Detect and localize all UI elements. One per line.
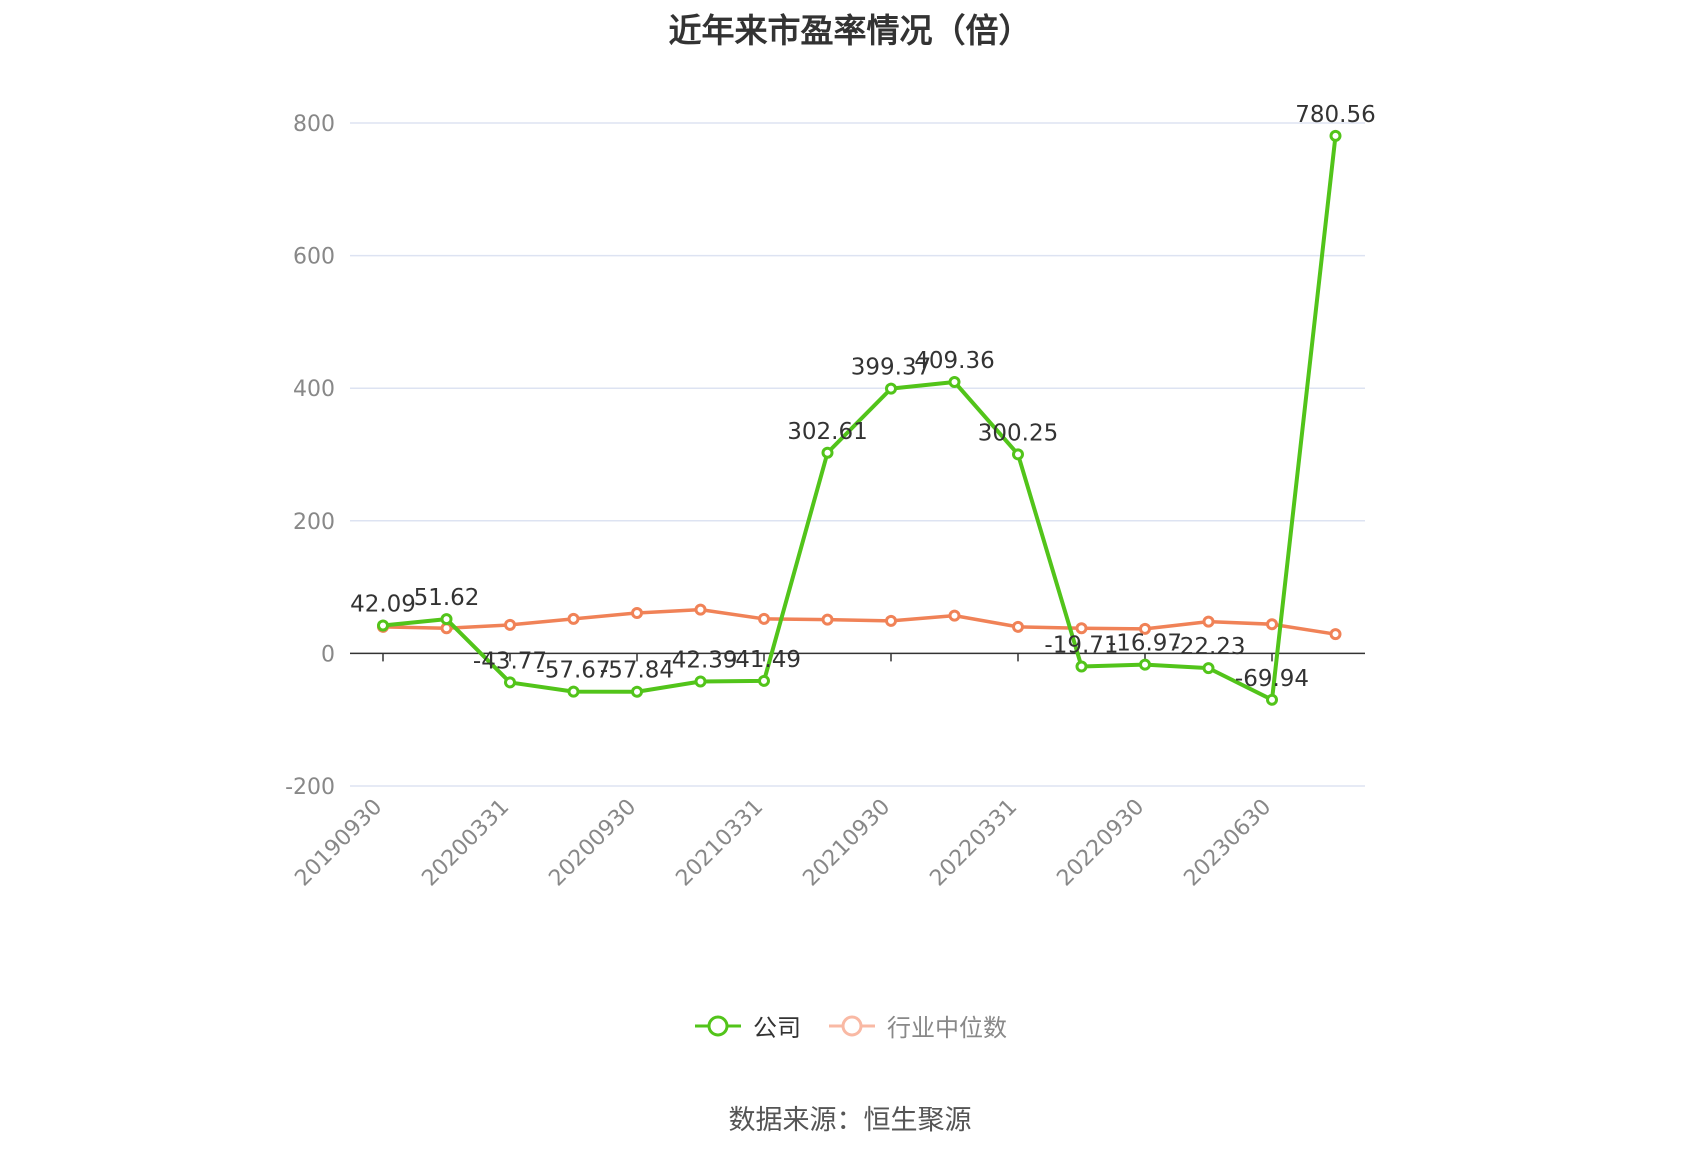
company-data-label: 300.25 bbox=[978, 420, 1058, 446]
legend-item-company[interactable]: 公司 bbox=[693, 1008, 801, 1043]
y-tick-label: 200 bbox=[293, 510, 335, 535]
industry-point bbox=[758, 612, 770, 625]
company-point bbox=[1075, 660, 1088, 673]
industry-point bbox=[631, 606, 643, 619]
company-point bbox=[948, 375, 961, 388]
company-data-label: -41.49 bbox=[727, 647, 801, 673]
y-axis-labels: -200 0 200 400 600 800 bbox=[285, 112, 335, 800]
x-axis-labels: 20190930 20200331 20200930 20210331 20210930… bbox=[290, 795, 1276, 892]
industry-point bbox=[948, 609, 961, 622]
industry-point bbox=[1012, 620, 1024, 633]
legend-company-label: 公司 bbox=[753, 1014, 801, 1042]
company-data-label: 399.37 bbox=[851, 355, 931, 381]
industry-point bbox=[1266, 618, 1278, 631]
company-data-label: -22.23 bbox=[1171, 634, 1245, 660]
legend-industry-marker bbox=[829, 1015, 875, 1036]
industry-point bbox=[1139, 622, 1151, 635]
x-tick-label: 20210331 bbox=[671, 795, 768, 892]
company-data-label: -57.67 bbox=[536, 658, 610, 684]
series-lines bbox=[377, 129, 1342, 706]
company-point bbox=[694, 675, 707, 688]
y-tick-label: -200 bbox=[285, 775, 335, 800]
x-tick-label: 20220331 bbox=[925, 795, 1022, 892]
chart-plot: -200 0 200 400 600 800 20190930 20200331 202009… bbox=[285, 102, 1376, 892]
company-data-label: 302.61 bbox=[787, 419, 867, 445]
x-axis bbox=[350, 652, 1365, 662]
company-data-label: 409.36 bbox=[914, 348, 994, 374]
company-point bbox=[1329, 129, 1342, 142]
data-source: 数据来源：恒生聚源 bbox=[728, 1105, 972, 1136]
company-point bbox=[1266, 693, 1278, 706]
company-data-label: 780.56 bbox=[1295, 102, 1375, 128]
company-data-label: -19.71 bbox=[1044, 632, 1118, 658]
chart-title: 近年来市盈率情况（倍） bbox=[668, 11, 1032, 50]
company-point bbox=[631, 685, 643, 698]
legend-item-industry[interactable]: 行业中位数 bbox=[827, 1008, 1007, 1043]
company-data-label: 42.09 bbox=[350, 591, 416, 617]
x-tick-label: 20220930 bbox=[1052, 795, 1149, 892]
company-data-label: -57.84 bbox=[600, 658, 674, 684]
grid-lines bbox=[350, 122, 1365, 787]
industry-point bbox=[1202, 615, 1215, 628]
y-tick-label: 0 bbox=[321, 642, 335, 667]
industry-point bbox=[1329, 628, 1342, 641]
industry-point bbox=[694, 603, 707, 616]
company-data-label: -43.77 bbox=[473, 648, 547, 674]
company-point bbox=[885, 382, 897, 395]
x-tick-label: 20210930 bbox=[798, 795, 895, 892]
company-point bbox=[1012, 448, 1024, 461]
company-point bbox=[504, 676, 516, 689]
industry-point bbox=[567, 612, 580, 625]
company-data-label: -42.39 bbox=[663, 648, 737, 674]
y-tick-label: 800 bbox=[293, 112, 335, 137]
x-tick-label: 20190930 bbox=[290, 795, 387, 892]
y-tick-label: 600 bbox=[293, 245, 335, 270]
company-line bbox=[382, 135, 1338, 702]
legend: 公司 行业中位数 bbox=[0, 1008, 1700, 1043]
y-tick-label: 400 bbox=[293, 377, 335, 402]
company-point bbox=[1139, 658, 1151, 671]
industry-point bbox=[821, 613, 834, 626]
company-point bbox=[567, 685, 580, 698]
company-data-label: -16.97 bbox=[1108, 631, 1182, 657]
x-tick-label: 20200331 bbox=[417, 795, 514, 892]
industry-point bbox=[504, 618, 516, 631]
x-tick-label: 20200930 bbox=[544, 795, 641, 892]
industry-point bbox=[885, 614, 897, 627]
company-data-label: 51.62 bbox=[414, 585, 480, 611]
company-point bbox=[440, 613, 453, 626]
x-tick-label: 20230630 bbox=[1179, 795, 1276, 892]
company-point bbox=[1202, 662, 1215, 675]
company-point bbox=[758, 674, 770, 687]
company-data-label: -69.94 bbox=[1235, 666, 1309, 692]
industry-point bbox=[1075, 622, 1088, 635]
industry-median-line bbox=[382, 607, 1336, 636]
company-point bbox=[821, 446, 834, 459]
legend-company-marker bbox=[695, 1015, 741, 1036]
company-point bbox=[377, 619, 389, 632]
legend-industry-label: 行业中位数 bbox=[887, 1014, 1007, 1042]
